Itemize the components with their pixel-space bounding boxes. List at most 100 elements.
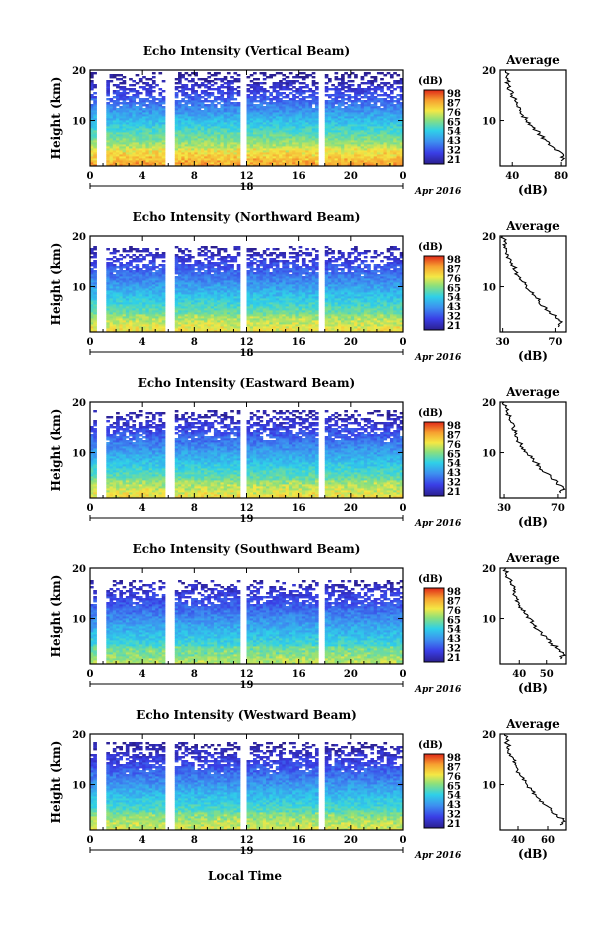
heatmap-cell <box>275 156 280 159</box>
heatmap-cell <box>256 140 260 143</box>
heatmap-cell <box>311 136 316 139</box>
heatmap-cell <box>389 148 394 151</box>
heatmap-cell <box>132 146 137 149</box>
heatmap-cell <box>249 142 254 145</box>
heatmap-cell <box>314 134 319 137</box>
heatmap-cell <box>213 130 218 133</box>
heatmap-cell <box>207 164 212 167</box>
heatmap-cell <box>116 108 120 111</box>
heatmap-cell <box>184 160 189 163</box>
heatmap-cell <box>354 140 358 143</box>
heatmap-cell <box>376 164 381 167</box>
heatmap-cell <box>184 142 189 145</box>
heatmap-cell <box>275 146 280 149</box>
heatmap-cell <box>158 162 163 165</box>
heatmap-cell <box>328 156 332 159</box>
heatmap-cell <box>376 136 381 139</box>
heatmap-cell <box>380 86 384 89</box>
heatmap-cell <box>383 160 388 163</box>
heatmap-cell <box>292 94 296 97</box>
y-axis-label: Height (km) <box>49 77 63 160</box>
heatmap-cell <box>292 90 296 93</box>
heatmap-cell <box>145 130 150 133</box>
heatmap-cell <box>230 154 234 157</box>
heatmap-cell <box>337 140 342 143</box>
heatmap-cell <box>282 82 287 85</box>
heatmap-cell <box>308 164 313 167</box>
heatmap-cell <box>308 158 313 161</box>
heatmap-cell <box>324 164 329 167</box>
heatmap-cell <box>181 98 185 101</box>
heatmap-cell <box>253 156 257 159</box>
heatmap-cell <box>106 162 110 165</box>
heatmap-cell <box>262 162 267 165</box>
heatmap-cell <box>314 130 319 133</box>
heatmap-cell <box>292 136 296 139</box>
heatmap-cell <box>138 146 143 149</box>
heatmap-cell <box>174 86 179 89</box>
heatmap-cell <box>298 132 303 135</box>
heatmap-cell <box>311 90 316 93</box>
heatmap-cell <box>119 162 123 165</box>
heatmap-cell <box>360 144 365 147</box>
heatmap-cell <box>341 142 345 145</box>
heatmap-cell <box>138 98 143 101</box>
heatmap-cell <box>282 74 287 77</box>
heatmap-cell <box>178 148 182 151</box>
heatmap-cell <box>204 134 208 137</box>
heatmap-cell <box>207 86 212 89</box>
heatmap-cell <box>386 156 391 159</box>
heatmap-cell <box>285 152 290 155</box>
heatmap-cell <box>331 134 335 137</box>
heatmap-cell <box>272 150 277 153</box>
heatmap-cell <box>181 146 185 149</box>
heatmap-cell <box>288 144 293 147</box>
heatmap-cell <box>230 132 234 135</box>
heatmap-cell <box>161 152 166 155</box>
heatmap-cell <box>383 158 388 161</box>
heatmap-cell <box>109 142 114 145</box>
heatmap-cell <box>324 136 329 139</box>
heatmap-cell <box>386 144 391 147</box>
heatmap-cell <box>174 144 179 147</box>
heatmap-cell <box>142 152 146 155</box>
heatmap-cell <box>301 132 306 135</box>
heatmap-cell <box>275 132 280 135</box>
heatmap-cell <box>233 150 238 153</box>
heatmap-cell <box>181 148 185 151</box>
heatmap-cell <box>253 78 257 81</box>
heatmap-cell <box>376 138 381 141</box>
heatmap-cell <box>295 88 300 91</box>
heatmap-cell <box>178 136 182 139</box>
heatmap-cell <box>337 132 342 135</box>
heatmap-cell <box>161 80 166 83</box>
heatmap-cell <box>308 142 313 145</box>
heatmap-cell <box>360 162 365 165</box>
heatmap-cell <box>135 106 140 109</box>
heatmap-cell <box>213 160 218 163</box>
heatmap-cell <box>269 164 273 167</box>
heatmap-cell <box>373 136 378 139</box>
heatmap-cell <box>328 146 332 149</box>
heatmap-cell <box>363 148 368 151</box>
heatmap-cell <box>90 148 94 151</box>
heatmap-cell <box>191 134 195 137</box>
heatmap-cell <box>314 142 319 145</box>
date-label: Apr 2016 <box>414 187 462 197</box>
heatmap-cell <box>122 132 127 135</box>
heatmap-cell <box>311 154 316 157</box>
heatmap-cell <box>266 90 270 93</box>
heatmap-cell <box>367 132 371 135</box>
heatmap-cell <box>301 130 306 133</box>
colorbar-tick-label: 21 <box>447 155 461 166</box>
heatmap-cell <box>174 164 179 167</box>
heatmap-cell <box>197 150 202 153</box>
heatmap-cell <box>191 138 195 141</box>
heatmap-cell <box>210 134 215 137</box>
heatmap-cell <box>328 140 332 143</box>
heatmap-cell <box>282 134 287 137</box>
heatmap-cell <box>311 134 316 137</box>
heatmap-cell <box>393 144 397 147</box>
heatmap-cell <box>122 144 127 147</box>
heatmap-cell <box>119 144 123 147</box>
